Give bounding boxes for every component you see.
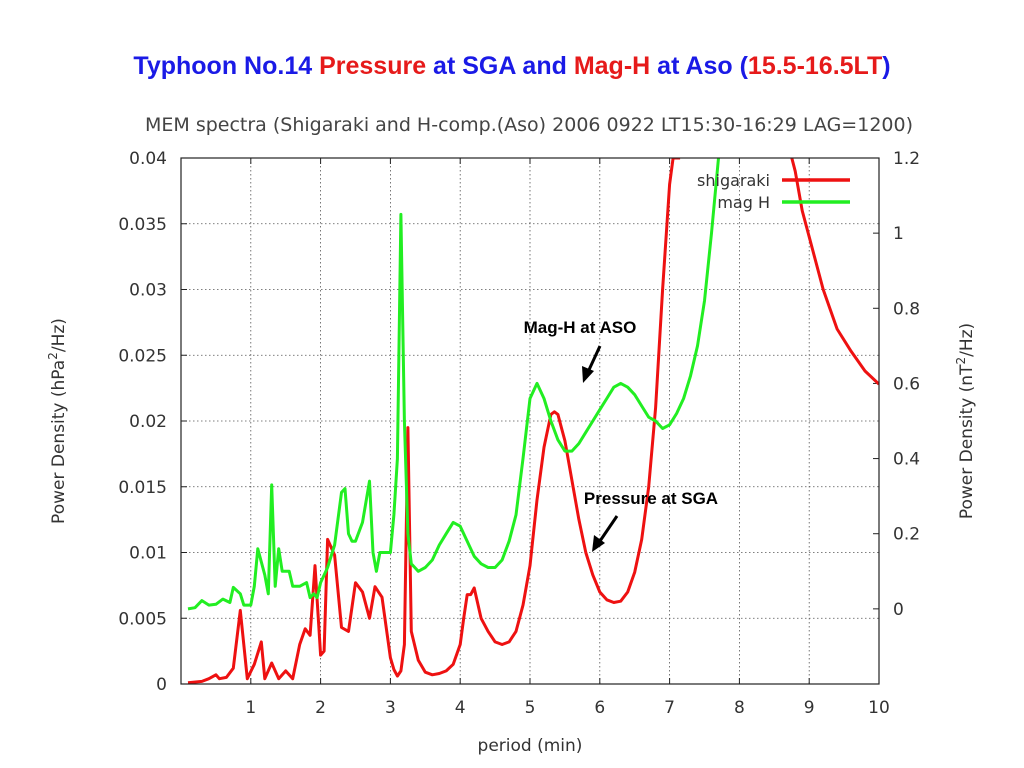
y-left-tick-label: 0.015	[118, 478, 167, 498]
legend-label-magh: mag H	[717, 193, 770, 212]
y-right-tick-label: 0	[893, 600, 904, 620]
title-part: at Aso (	[650, 52, 748, 80]
title-part: Mag-H	[573, 52, 651, 80]
title-part: 15.5-16.5LT	[747, 52, 883, 80]
title-part: at SGA and	[426, 52, 574, 80]
title-part: Typhoon No.14	[133, 52, 320, 80]
y-left-tick-label: 0	[156, 675, 167, 695]
x-axis-label: period (min)	[478, 736, 583, 756]
title-part: )	[882, 52, 891, 80]
y-left-tick-label: 0.04	[129, 149, 167, 169]
annotation-pressure-arrow	[598, 515, 619, 542]
annotation-pressure-arrowhead	[592, 535, 605, 552]
y-left-tick-label: 0.02	[129, 412, 167, 432]
annotation-mag-label: Mag-H at ASO	[524, 318, 637, 337]
y-right-label: Power Density (nT2/Hz)	[954, 323, 977, 519]
x-tick-label: 3	[385, 698, 396, 718]
y-left-tick-label: 0.005	[118, 609, 167, 629]
y-left-label: Power Density (hPa2/Hz)	[46, 318, 69, 524]
x-tick-label: 6	[594, 698, 605, 718]
x-tick-label: 9	[804, 698, 815, 718]
y-right-tick-label: 0.4	[893, 450, 920, 470]
chart-title: MEM spectra (Shigaraki and H-comp.(Aso) …	[145, 114, 913, 136]
title-part: Pressure	[319, 52, 427, 80]
series-line-mag-H	[187, 158, 721, 611]
annotation-pressure: Pressure at SGA	[584, 489, 718, 552]
series-line-shigaraki-tail	[790, 158, 879, 386]
y-left-tick-label: 0.025	[118, 346, 167, 366]
series-line-shigaraki	[187, 158, 681, 684]
axis-ticks: 1 2 3 4 5 6 7 8 9 1000.0050.010.0150.020.0250.030…	[118, 149, 920, 718]
x-tick-label: 4	[455, 698, 466, 718]
y-right-tick-label: 0.6	[893, 374, 920, 394]
y-right-tick-label: 1	[893, 224, 904, 244]
x-tick-label: 7	[664, 698, 675, 718]
annotation-mag-arrow	[586, 345, 602, 373]
y-left-tick-label: 0.03	[129, 281, 167, 301]
annotation-mag-arrowhead	[582, 366, 594, 383]
x-tick-label: 5	[525, 698, 536, 718]
series-layer	[187, 158, 879, 684]
grid-lines	[181, 158, 879, 684]
slide-title: Typhoon No.14 Pressure at SGA and Mag-H …	[0, 52, 1024, 81]
legend-label-shigaraki: shigaraki	[697, 171, 770, 190]
y-left-tick-label: 0.035	[118, 215, 167, 235]
x-tick-label: 10	[868, 698, 890, 718]
x-tick-label: 1	[245, 698, 256, 718]
annotation-pressure-label: Pressure at SGA	[584, 489, 718, 508]
y-right-tick-label: 0.8	[893, 299, 920, 319]
x-tick-label: 2	[315, 698, 326, 718]
annotation-mag: Mag-H at ASO	[524, 318, 637, 383]
plot-frame	[180, 157, 880, 685]
y-right-tick-label: 0.2	[893, 525, 920, 545]
x-tick-label: 8	[734, 698, 745, 718]
y-left-tick-label: 0.01	[129, 544, 167, 564]
legend: shigaraki mag H	[697, 171, 850, 212]
y-right-tick-label: 1.2	[893, 149, 920, 169]
